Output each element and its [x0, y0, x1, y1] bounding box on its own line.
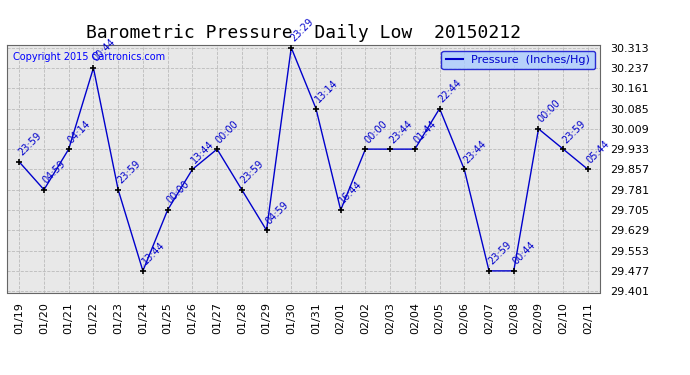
Text: 00:00: 00:00: [214, 118, 241, 145]
Text: 23:59: 23:59: [486, 240, 513, 267]
Text: 04:59: 04:59: [41, 159, 68, 186]
Text: 23:44: 23:44: [387, 118, 414, 145]
Text: 23:59: 23:59: [115, 159, 142, 186]
Text: 00:00: 00:00: [535, 98, 562, 124]
Text: 04:59: 04:59: [264, 200, 290, 226]
Text: 16:44: 16:44: [338, 179, 364, 206]
Text: 23:59: 23:59: [17, 131, 43, 158]
Text: 00:00: 00:00: [362, 118, 389, 145]
Title: Barometric Pressure  Daily Low  20150212: Barometric Pressure Daily Low 20150212: [86, 24, 521, 42]
Legend: Pressure  (Inches/Hg): Pressure (Inches/Hg): [442, 51, 595, 69]
Text: 13:44: 13:44: [140, 240, 167, 267]
Text: 01:44: 01:44: [412, 118, 439, 145]
Text: 23:59: 23:59: [239, 159, 266, 186]
Text: 22:44: 22:44: [437, 78, 464, 104]
Text: Copyright 2015 Cartronics.com: Copyright 2015 Cartronics.com: [13, 53, 165, 62]
Text: 23:44: 23:44: [462, 138, 489, 165]
Text: 23:59: 23:59: [560, 118, 587, 145]
Text: 05:44: 05:44: [585, 138, 612, 165]
Text: 23:29: 23:29: [288, 16, 315, 44]
Text: 13:44: 13:44: [190, 138, 216, 165]
Text: 04:14: 04:14: [66, 118, 92, 145]
Text: 00:44: 00:44: [90, 37, 117, 64]
Text: 13:14: 13:14: [313, 78, 339, 104]
Text: 00:00: 00:00: [165, 179, 191, 206]
Text: 00:44: 00:44: [511, 240, 538, 267]
